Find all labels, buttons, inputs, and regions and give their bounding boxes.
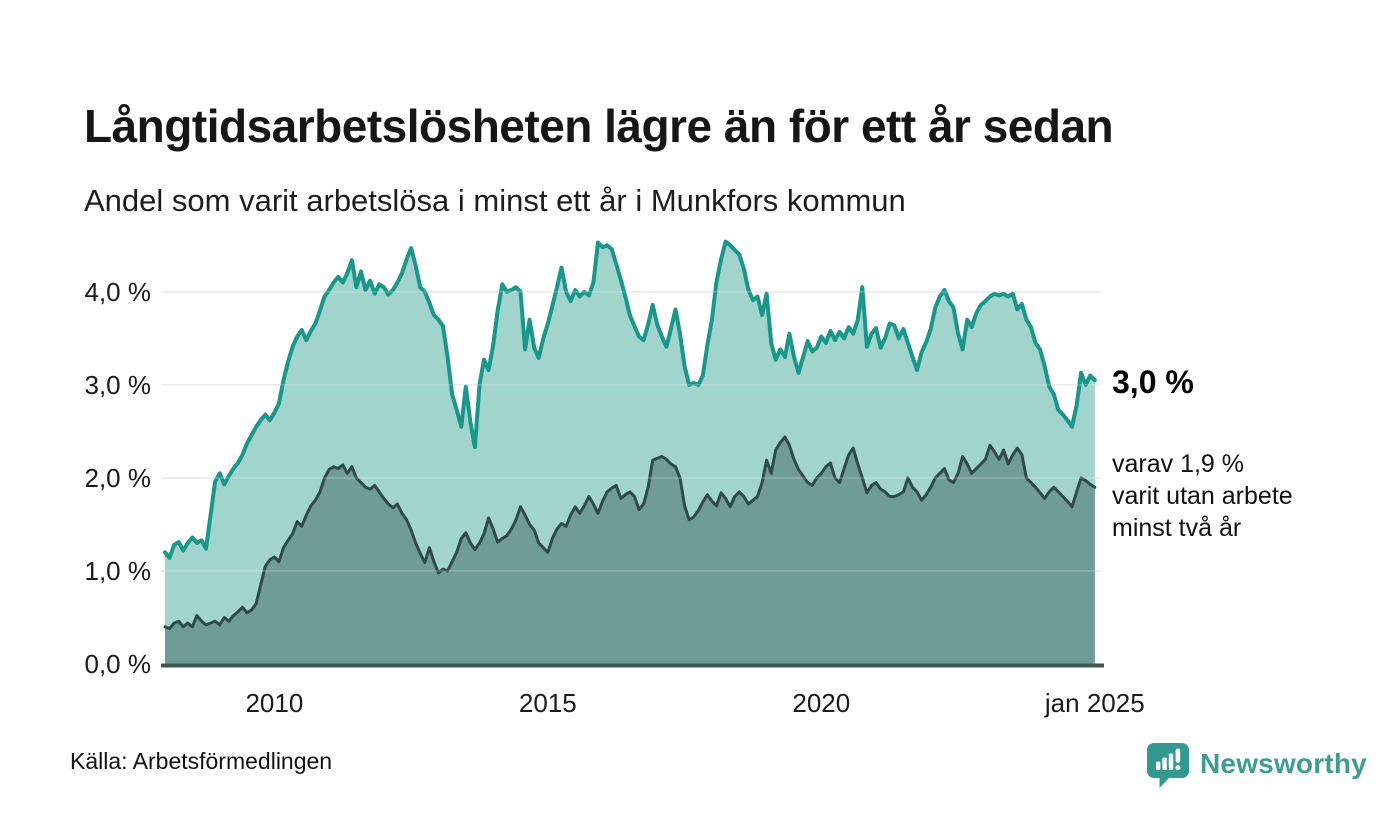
newsworthy-logo: Newsworthy: [1146, 742, 1367, 788]
x-axis-label: 2015: [519, 688, 577, 718]
x-axis-label: jan 2025: [1044, 688, 1145, 718]
newsworthy-logo-text: Newsworthy: [1200, 748, 1367, 779]
latest-value-label: 3,0 %: [1112, 364, 1194, 400]
logo-bar-tall: [1168, 753, 1174, 770]
y-axis-label: 3,0 %: [85, 370, 152, 400]
y-axis-label: 1,0 %: [85, 556, 152, 586]
y-axis-label: 0,0 %: [85, 649, 152, 679]
source-label: Källa: Arbetsförmedlingen: [70, 748, 333, 774]
area-line-minst-två-år: [163, 435, 1097, 631]
secondary-value-line-1: varav 1,9 %: [1112, 450, 1245, 478]
area-fill-minst-två-år: [165, 437, 1095, 664]
page-title: Långtidsarbetslösheten lägre än för ett …: [84, 99, 1114, 152]
chart-subtitle: Andel som varit arbetslösa i minst ett å…: [84, 183, 906, 218]
secondary-value-label: varav 1,9 % varit utan arbete minst två …: [1112, 448, 1293, 544]
logo-exclamation-bar: [1175, 748, 1181, 763]
y-axis-label: 2,0 %: [85, 463, 152, 493]
secondary-value-line-2: varit utan arbete: [1112, 482, 1293, 510]
logo-exclamation-dot: [1175, 765, 1181, 771]
x-axis-label: 2010: [245, 688, 303, 718]
logo-bar-small: [1156, 761, 1161, 770]
logo-bar-medium: [1162, 757, 1167, 770]
area-line-minst-ett-år: [163, 239, 1097, 560]
x-axis-label: 2020: [792, 688, 850, 718]
secondary-value-line-3: minst två år: [1112, 514, 1242, 542]
y-axis-label: 4,0 %: [85, 277, 152, 307]
logo-bubble-shape: [1147, 743, 1189, 788]
newsworthy-logo-icon: [1147, 743, 1189, 788]
